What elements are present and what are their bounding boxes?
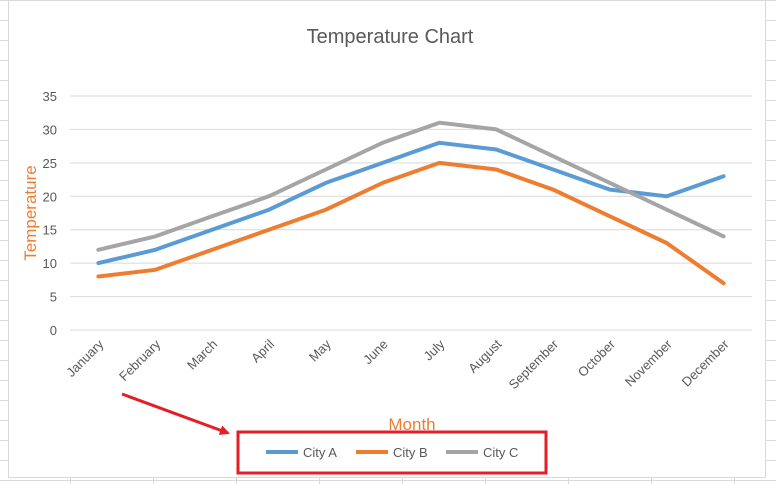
y-tick-label: 0 (50, 323, 57, 338)
y-tick-label: 35 (43, 89, 57, 104)
series-line-city-b (96, 160, 726, 286)
y-tick-label: 10 (43, 256, 57, 271)
y-tick-label: 5 (50, 290, 57, 305)
legend-label: City B (393, 445, 428, 460)
series-line-city-a (96, 140, 726, 266)
y-axis-ticks: 0 5 10 15 20 25 30 35 (43, 89, 57, 338)
annotation-arrow (121, 392, 230, 435)
x-axis-ticks: January February March April May June July Augu… (63, 336, 732, 392)
chart-title: Temperature Chart (307, 26, 474, 48)
legend-item-city-c[interactable]: City C (446, 445, 518, 460)
series-lines (96, 120, 726, 286)
legend: City A City B City C (266, 445, 518, 460)
legend-highlight-box (236, 430, 548, 475)
legend-item-city-b[interactable]: City B (356, 445, 428, 460)
x-tick-label: April (248, 336, 277, 365)
x-tick-label: March (184, 337, 220, 373)
x-tick-label: July (421, 336, 448, 363)
series-line-city-c (96, 120, 726, 252)
x-tick-label: June (360, 337, 391, 368)
y-tick-label: 15 (43, 223, 57, 238)
x-tick-label: November (622, 336, 675, 389)
x-tick-label: August (465, 336, 504, 375)
x-tick-label: October (575, 336, 619, 380)
y-tick-label: 20 (43, 189, 57, 204)
x-tick-label: September (506, 336, 562, 392)
x-tick-label: January (63, 336, 107, 380)
legend-item-city-a[interactable]: City A (266, 445, 337, 460)
legend-label: City A (303, 445, 337, 460)
x-tick-label: December (679, 336, 732, 389)
legend-label: City C (483, 445, 518, 460)
y-tick-label: 25 (43, 156, 57, 171)
y-tick-label: 30 (43, 122, 57, 137)
x-tick-label: May (306, 336, 334, 364)
x-tick-label: February (116, 336, 164, 384)
x-axis-title: Month (388, 415, 435, 434)
y-axis-title: Temperature (21, 165, 40, 260)
